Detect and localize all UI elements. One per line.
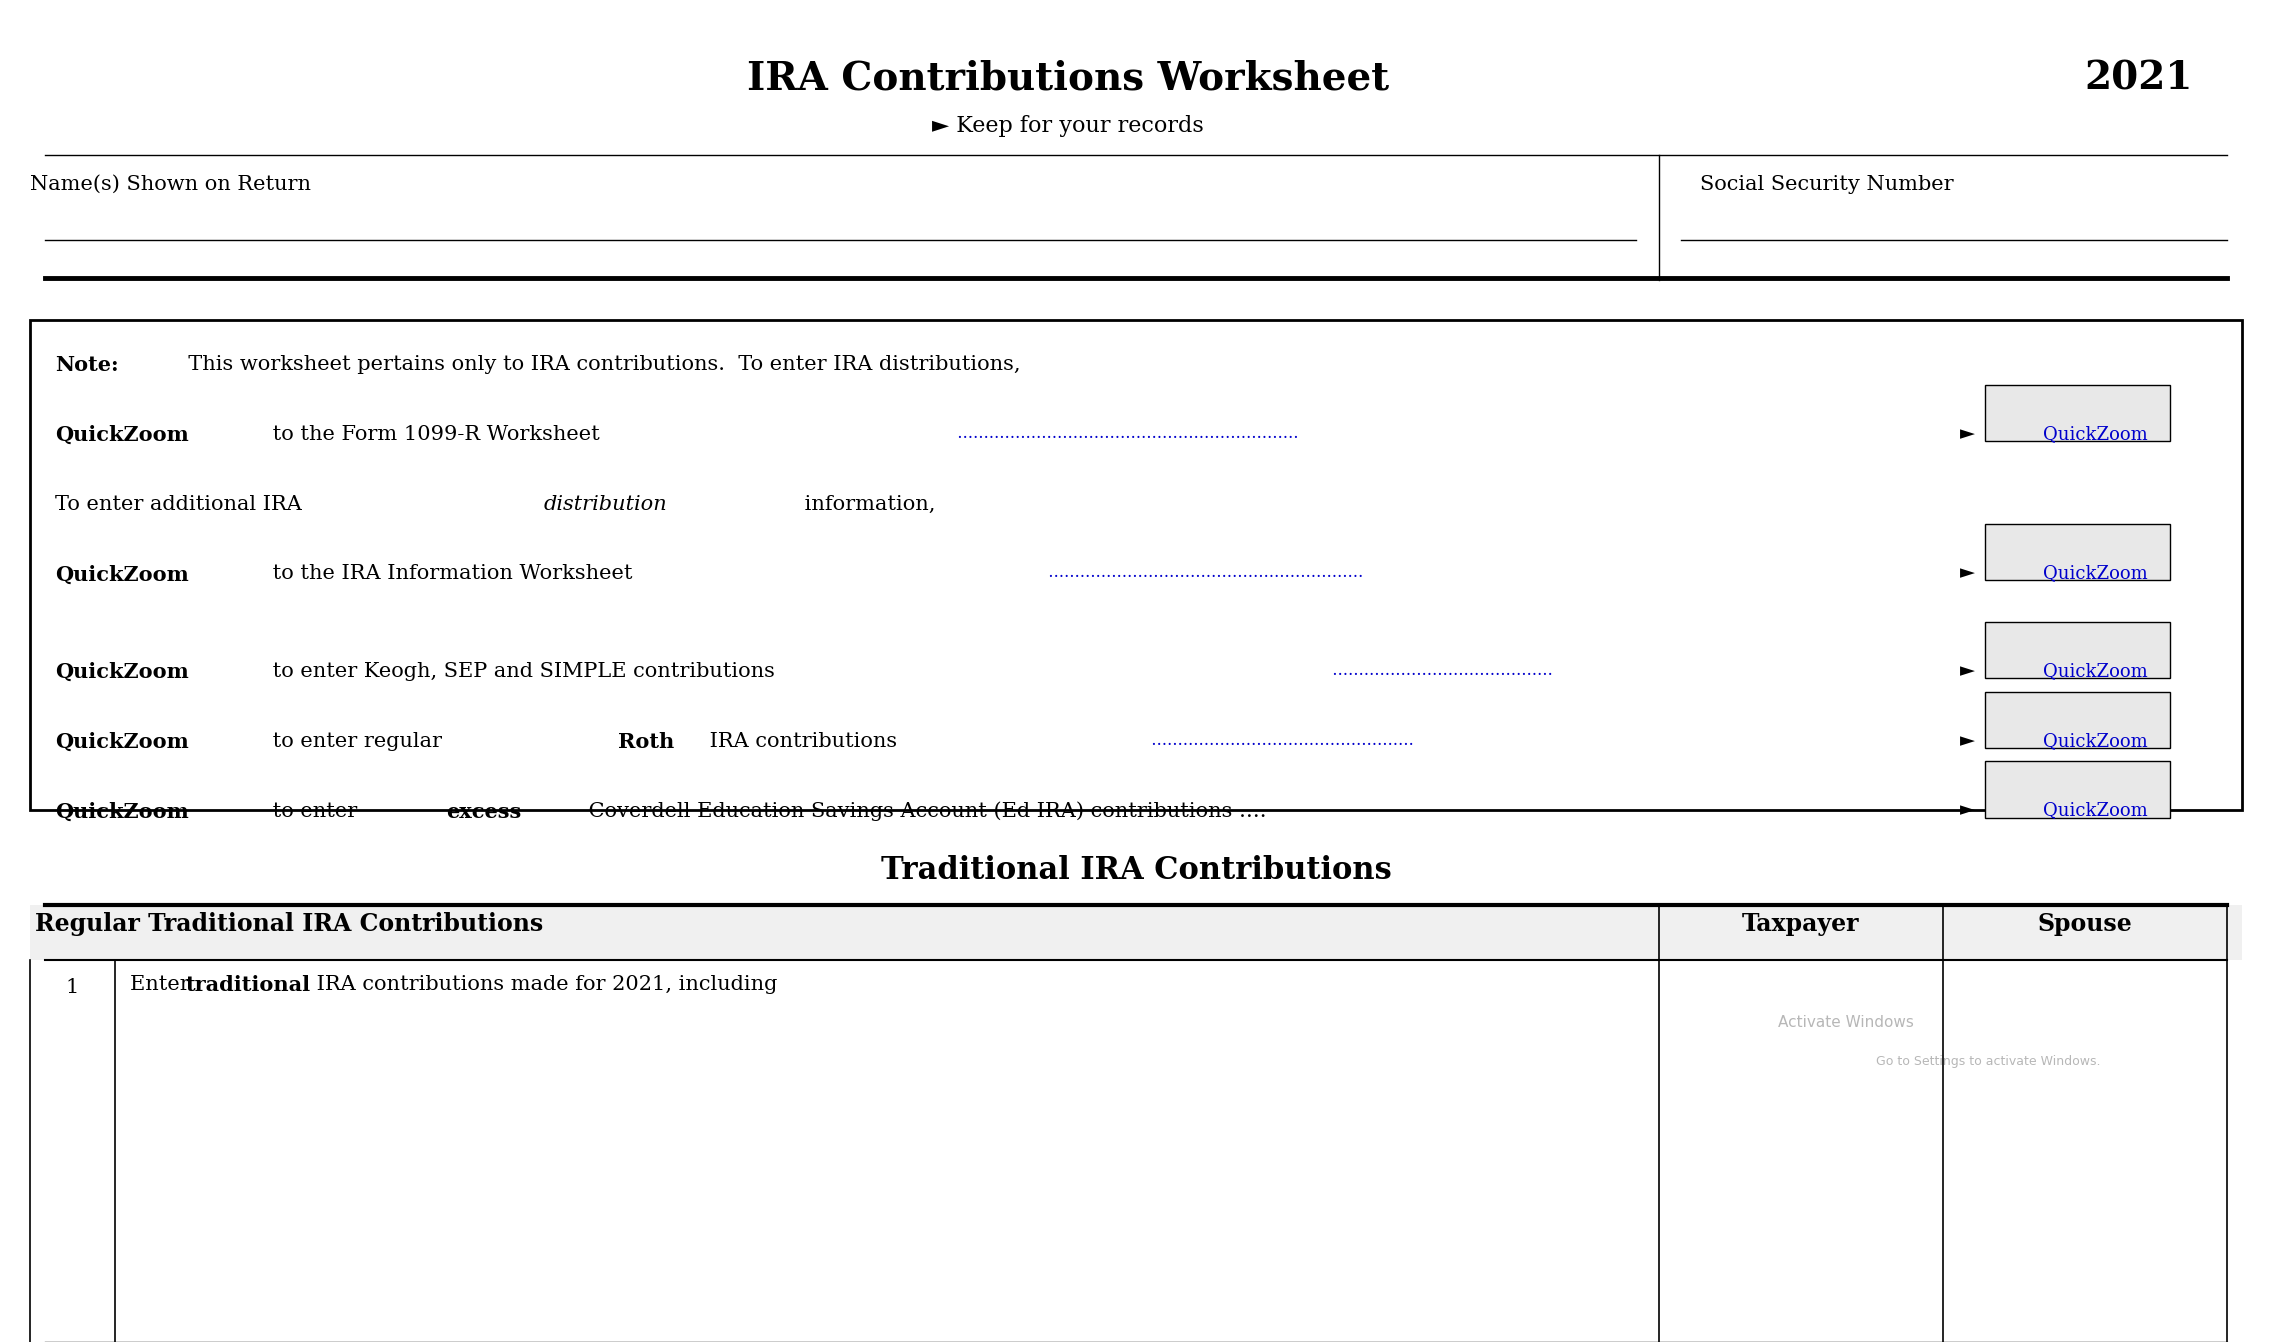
- Text: QuickZoom: QuickZoom: [55, 565, 189, 584]
- FancyBboxPatch shape: [1986, 691, 2170, 747]
- Text: excess: excess: [445, 801, 520, 821]
- Text: To enter additional IRA: To enter additional IRA: [55, 495, 309, 514]
- FancyBboxPatch shape: [1986, 621, 2170, 678]
- Text: IRA contributions made for 2021, including: IRA contributions made for 2021, includi…: [309, 976, 777, 994]
- Text: ..........................................: ........................................…: [1327, 662, 1554, 679]
- Text: QuickZoom: QuickZoom: [55, 731, 189, 752]
- Text: QuickZoom: QuickZoom: [2043, 662, 2147, 680]
- Text: IRA contributions: IRA contributions: [702, 731, 897, 750]
- Text: Regular Traditional IRA Contributions: Regular Traditional IRA Contributions: [34, 913, 543, 935]
- FancyBboxPatch shape: [1986, 761, 2170, 817]
- Text: QuickZoom: QuickZoom: [55, 425, 189, 444]
- Text: Spouse: Spouse: [2038, 913, 2131, 935]
- Text: ►: ►: [1961, 801, 1974, 820]
- Text: ► Keep for your records: ► Keep for your records: [932, 115, 1204, 137]
- Text: to enter: to enter: [266, 801, 364, 820]
- Text: ..................................................: ........................................…: [1145, 731, 1413, 749]
- Text: Traditional IRA Contributions: Traditional IRA Contributions: [882, 855, 1390, 886]
- Text: information,: information,: [797, 495, 936, 514]
- Text: QuickZoom: QuickZoom: [2043, 801, 2147, 820]
- FancyBboxPatch shape: [1986, 525, 2170, 581]
- Text: 1: 1: [66, 978, 80, 997]
- Text: traditional: traditional: [184, 976, 309, 994]
- Text: Roth: Roth: [618, 731, 675, 752]
- Text: to the IRA Information Worksheet: to the IRA Information Worksheet: [266, 565, 634, 584]
- Text: QuickZoom: QuickZoom: [2043, 565, 2147, 582]
- Text: Go to Settings to activate Windows.: Go to Settings to activate Windows.: [1877, 1055, 2099, 1068]
- Bar: [30, 905, 2242, 960]
- Text: .................................................................: ........................................…: [952, 425, 1300, 442]
- Text: QuickZoom: QuickZoom: [55, 801, 189, 821]
- Text: Taxpayer: Taxpayer: [1743, 913, 1858, 935]
- Text: Enter: Enter: [130, 976, 195, 994]
- FancyBboxPatch shape: [1986, 385, 2170, 442]
- Text: Name(s) Shown on Return: Name(s) Shown on Return: [30, 174, 311, 195]
- Text: 2021: 2021: [2083, 60, 2192, 98]
- Text: ►: ►: [1961, 662, 1974, 680]
- Text: ►: ►: [1961, 425, 1974, 443]
- Text: Note:: Note:: [55, 356, 118, 374]
- Text: Social Security Number: Social Security Number: [1699, 174, 1954, 195]
- Text: QuickZoom: QuickZoom: [2043, 425, 2147, 443]
- Text: QuickZoom: QuickZoom: [2043, 731, 2147, 750]
- Text: ►: ►: [1961, 731, 1974, 750]
- Text: QuickZoom: QuickZoom: [55, 662, 189, 682]
- Text: to enter regular: to enter regular: [266, 731, 450, 750]
- Text: Activate Windows: Activate Windows: [1779, 1015, 1913, 1031]
- Text: to the Form 1099-R Worksheet: to the Form 1099-R Worksheet: [266, 425, 600, 444]
- Bar: [30, 319, 2242, 811]
- Text: ►: ►: [1961, 565, 1974, 582]
- Text: distribution: distribution: [543, 495, 668, 514]
- Text: IRA Contributions Worksheet: IRA Contributions Worksheet: [747, 60, 1388, 98]
- Text: Coverdell Education Savings Account (Ed IRA) contributions ….: Coverdell Education Savings Account (Ed …: [582, 801, 1266, 821]
- Text: to enter Keogh, SEP and SIMPLE contributions: to enter Keogh, SEP and SIMPLE contribut…: [266, 662, 775, 680]
- Text: ............................................................: ........................................…: [1043, 565, 1363, 581]
- Text: This worksheet pertains only to IRA contributions.  To enter IRA distributions,: This worksheet pertains only to IRA cont…: [175, 356, 1020, 374]
